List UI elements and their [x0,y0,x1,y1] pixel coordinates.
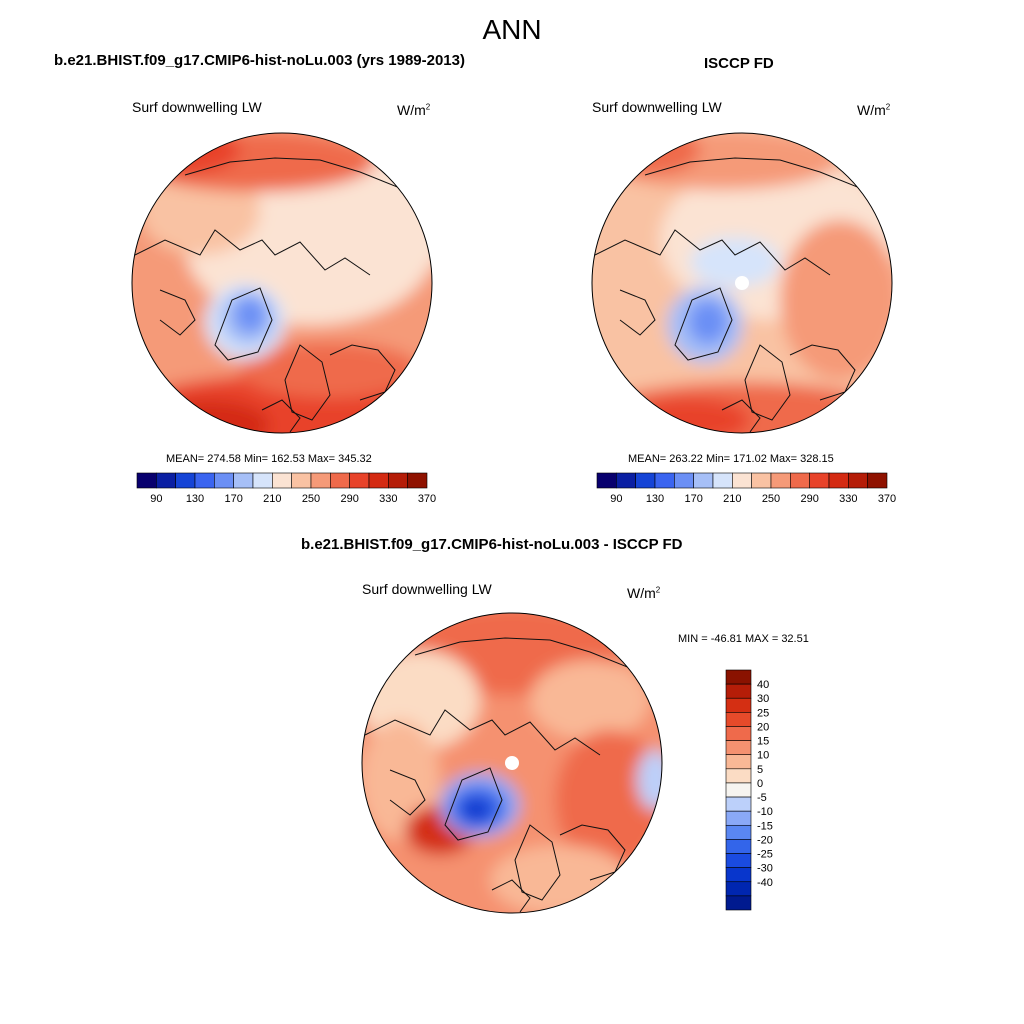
colorbar-model-tick-label: 330 [379,493,397,505]
colorbar-model-swatch [349,472,370,489]
map-model [131,132,433,434]
colorbar-difference-tick-label: 0 [757,778,763,790]
colorbar-model-swatch [156,472,176,489]
page-title: ANN [482,14,542,45]
colorbar-model-swatch [272,472,292,489]
colorbar-model-tick-label: 250 [302,493,320,505]
colorbar-difference-swatch [725,867,752,883]
colorbar-difference-tick-label: 25 [757,707,769,719]
colorbar-model-swatch [214,472,234,489]
colorbar-difference-swatch [725,754,752,770]
colorbar-difference-swatch [725,768,752,784]
colorbar-difference-tick-label: -5 [757,792,767,804]
colorbar-model-tick-label: 90 [150,493,162,505]
panel1-variable-label: Surf downwelling LW [132,99,262,115]
panel1-units: W/m2 [397,102,431,118]
colorbar-difference-tick-label: -25 [757,849,773,861]
colorbar-difference-swatch [725,726,752,741]
colorbar-model: 90 130 170 210 250 290 330 370 [136,472,436,505]
colorbar-observation-tick-label: 250 [762,493,780,505]
colorbar-observation-swatch [654,472,675,489]
colorbar-observation-swatch [848,472,868,489]
colorbar-difference-swatch [725,824,752,840]
panel2-variable-label: Surf downwelling LW [592,99,722,115]
colorbar-model-swatch [175,472,196,489]
colorbar-model-swatch [330,472,350,489]
colorbar-observation-swatch [635,472,656,489]
colorbar-model-tick-label: 170 [224,493,242,505]
colorbar-difference-swatch [725,683,752,699]
colorbar-model-swatch [252,472,273,489]
colorbar-observation-tick-label: 330 [839,493,857,505]
colorbar-difference-swatch [725,839,752,854]
colorbar-model-swatch [291,472,312,489]
panel2-case-title: ISCCP FD [704,55,774,72]
colorbar-difference-tick-label: -40 [757,877,773,889]
colorbar-difference-swatch [725,853,752,868]
colorbar-model-swatch [310,472,331,489]
colorbar-observation-swatch [770,472,791,489]
colorbar-difference-tick-label: 10 [757,750,769,762]
colorbar-model-swatch [388,472,408,489]
colorbar-difference-tick-label: -15 [757,820,773,832]
colorbar-difference-tick-label: 5 [757,764,763,776]
colorbar-model-tick-label: 290 [340,493,358,505]
colorbar-model-tick-label: 210 [263,493,281,505]
colorbar-difference: 40 30 25 20 15 10 5 0 -5 -10 -15 -20 -25 -30 -40 [725,669,773,911]
colorbar-difference-swatch [725,810,752,826]
colorbar-model-swatch [136,472,157,489]
colorbar-observation-swatch [732,472,752,489]
colorbar-observation-swatch [790,472,810,489]
colorbar-difference-swatch [725,881,752,897]
panel1-case-title: b.e21.BHIST.f09_g17.CMIP6-hist-noLu.003 … [54,52,465,69]
panel3-case-title: b.e21.BHIST.f09_g17.CMIP6-hist-noLu.003 … [301,536,683,553]
colorbar-observation-swatch [828,472,849,489]
colorbar-model-swatch [368,472,389,489]
panel2-units: W/m2 [857,102,891,118]
colorbar-difference-swatch [725,740,752,756]
colorbar-difference-tick-label: 30 [757,693,769,705]
map-difference [361,612,663,914]
colorbar-observation-swatch [693,472,714,489]
colorbar-model-swatch [407,472,428,489]
colorbar-difference-tick-label: 15 [757,736,769,748]
colorbar-difference-swatch [725,796,752,812]
colorbar-model-swatch [233,472,254,489]
colorbar-observation-swatch [616,472,636,489]
colorbar-observation-tick-label: 170 [684,493,702,505]
map-observation [591,132,893,434]
colorbar-observation-swatch [596,472,617,489]
colorbar-difference-swatch [725,895,752,911]
colorbar-difference-swatch [725,697,752,713]
panel1-stats: MEAN= 274.58 Min= 162.53 Max= 345.32 [166,453,372,465]
colorbar-observation-tick-label: 290 [800,493,818,505]
panel2-stats: MEAN= 263.22 Min= 171.02 Max= 328.15 [628,453,834,465]
colorbar-difference-swatch [725,669,752,685]
colorbar-observation-swatch [809,472,830,489]
colorbar-model-swatch [194,472,215,489]
colorbar-difference-tick-label: -10 [757,806,773,818]
colorbar-difference-tick-label: -20 [757,834,773,846]
colorbar-observation-tick-label: 210 [723,493,741,505]
panel3-stats: MIN = -46.81 MAX = 32.51 [678,633,809,645]
colorbar-model-tick-label: 130 [186,493,204,505]
colorbar-model-tick-label: 370 [418,493,436,505]
colorbar-difference-swatch [725,782,752,798]
panel3-variable-label: Surf downwelling LW [362,581,492,597]
colorbar-observation-swatch [751,472,772,489]
colorbar-observation-swatch [712,472,733,489]
colorbar-difference-tick-label: -30 [757,863,773,875]
colorbar-observation-swatch [867,472,888,489]
colorbar-observation-swatch [674,472,694,489]
colorbar-observation-tick-label: 370 [878,493,896,505]
colorbar-difference-swatch [725,712,752,727]
colorbar-difference-tick-label: 40 [757,679,769,691]
panel3-units: W/m2 [627,585,661,601]
colorbar-observation-tick-label: 90 [610,493,622,505]
colorbar-difference-tick-label: 20 [757,721,769,733]
colorbar-observation-tick-label: 130 [646,493,664,505]
colorbar-observation: 90 130 170 210 250 290 330 370 [596,472,896,505]
